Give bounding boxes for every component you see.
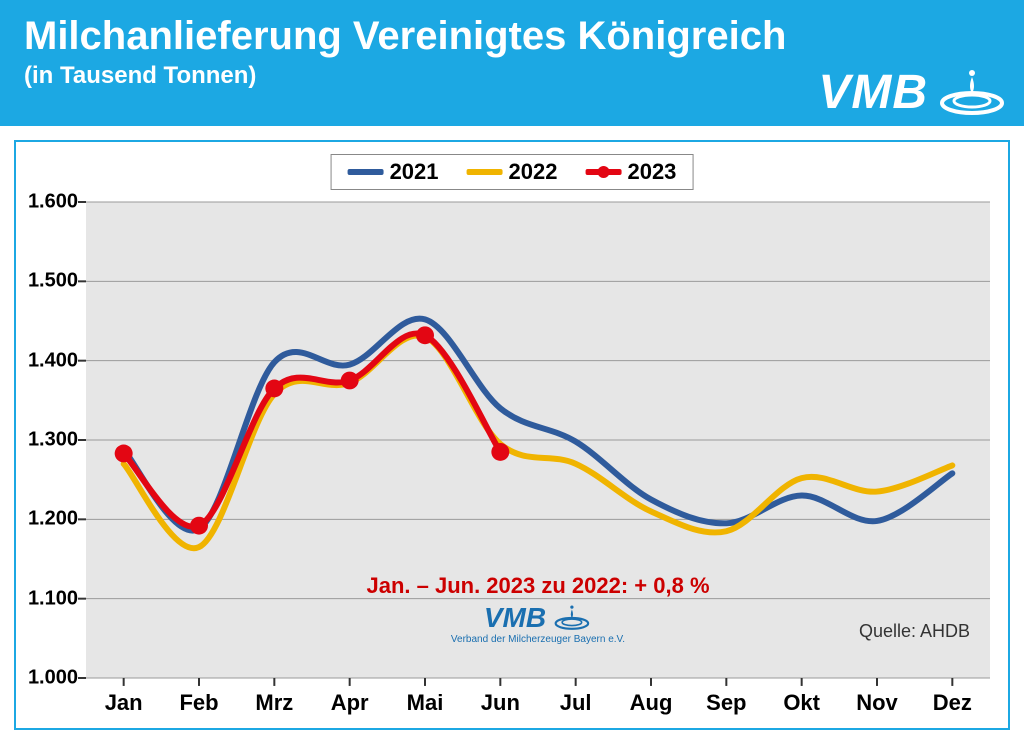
- y-tick-label: 1.100: [28, 587, 78, 610]
- x-axis-labels: Jan Feb Mrz Apr Mai Jun Jul Aug Sep Okt Nov Dez: [86, 680, 990, 728]
- legend-item-2022: 2022: [467, 159, 558, 185]
- footer-logo-main: VMB: [484, 602, 592, 634]
- header: Milchanlieferung Vereinigtes Königreich …: [0, 0, 1024, 126]
- header-logo: VMB: [818, 65, 1008, 120]
- x-tick-label: Sep: [706, 690, 746, 716]
- legend-label: 2022: [509, 159, 558, 185]
- legend-label: 2021: [390, 159, 439, 185]
- x-tick-label: Mrz: [255, 690, 293, 716]
- annotation-text: Jan. – Jun. 2023 zu 2022: + 0,8 %: [366, 573, 709, 599]
- header-logo-text: VMB: [818, 65, 928, 120]
- source-text: Quelle: AHDB: [859, 621, 970, 642]
- legend-swatch-2023: [585, 169, 621, 175]
- y-tick-label: 1.300: [28, 429, 78, 452]
- x-tick-label: Okt: [783, 690, 820, 716]
- page-title: Milchanlieferung Vereinigtes Königreich: [24, 14, 1000, 58]
- x-tick-label: Feb: [179, 690, 218, 716]
- legend-item-2023: 2023: [585, 159, 676, 185]
- plot-area: Jan. – Jun. 2023 zu 2022: + 0,8 % VMB Ve…: [86, 202, 990, 678]
- x-tick-label: Apr: [331, 690, 369, 716]
- x-tick-label: Jun: [481, 690, 520, 716]
- legend: 2021 2022 2023: [331, 154, 694, 190]
- x-tick-label: Dez: [933, 690, 972, 716]
- y-axis-labels: 1.0001.1001.2001.3001.4001.5001.600: [16, 202, 84, 678]
- legend-label: 2023: [627, 159, 676, 185]
- y-tick-label: 1.400: [28, 349, 78, 372]
- footer-logo: VMB Verband der Milcherzeuger Bayern e.V…: [451, 602, 625, 645]
- legend-swatch-2022: [467, 169, 503, 175]
- y-tick-label: 1.500: [28, 270, 78, 293]
- y-tick-label: 1.600: [28, 191, 78, 214]
- x-tick-label: Jul: [560, 690, 592, 716]
- legend-item-2021: 2021: [348, 159, 439, 185]
- x-tick-label: Aug: [630, 690, 673, 716]
- footer-logo-sub: Verband der Milcherzeuger Bayern e.V.: [451, 634, 625, 645]
- droplet-icon: [552, 605, 592, 631]
- y-tick-label: 1.200: [28, 508, 78, 531]
- y-tick-label: 1.000: [28, 667, 78, 690]
- x-tick-label: Mai: [407, 690, 444, 716]
- droplet-icon: [936, 69, 1008, 117]
- x-tick-label: Jan: [105, 690, 143, 716]
- x-tick-label: Nov: [856, 690, 898, 716]
- chart-container: 2021 2022 2023 1.000 1.100 1.200 1.300 1.400…: [14, 140, 1010, 730]
- legend-swatch-2021: [348, 169, 384, 175]
